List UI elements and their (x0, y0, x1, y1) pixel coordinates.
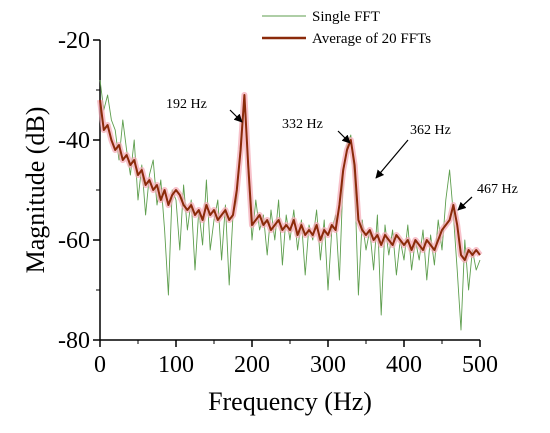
annotation: 362 Hz (410, 123, 451, 138)
annotation-arrow (457, 196, 473, 211)
x-tick-label: 0 (94, 352, 106, 378)
x-axis-label: Frequency (Hz) (208, 387, 372, 416)
annotation-arrow (229, 109, 243, 123)
series-line (99, 79, 481, 331)
x-tick-label: 200 (234, 352, 270, 378)
y-tick-label: -80 (58, 328, 90, 354)
annotation-arrow (337, 130, 351, 144)
x-tick-label: 100 (158, 352, 194, 378)
annotation: 192 Hz (166, 97, 207, 112)
x-tick-label: 400 (386, 352, 422, 378)
x-tick-label: 300 (310, 352, 346, 378)
x-tick-label: 500 (462, 352, 498, 378)
series-line (99, 94, 481, 261)
annotation: 332 Hz (282, 117, 323, 132)
legend-label: Single FFT (312, 9, 380, 25)
legend-label: Average of 20 FFTs (312, 31, 431, 47)
y-axis-label: Magnitude (dB) (21, 107, 50, 274)
y-tick-label: -20 (58, 28, 90, 54)
y-tick-label: -60 (58, 228, 90, 254)
annotation: 467 Hz (477, 182, 518, 197)
y-tick-label: -40 (58, 128, 90, 154)
annotation-arrow (375, 139, 409, 179)
